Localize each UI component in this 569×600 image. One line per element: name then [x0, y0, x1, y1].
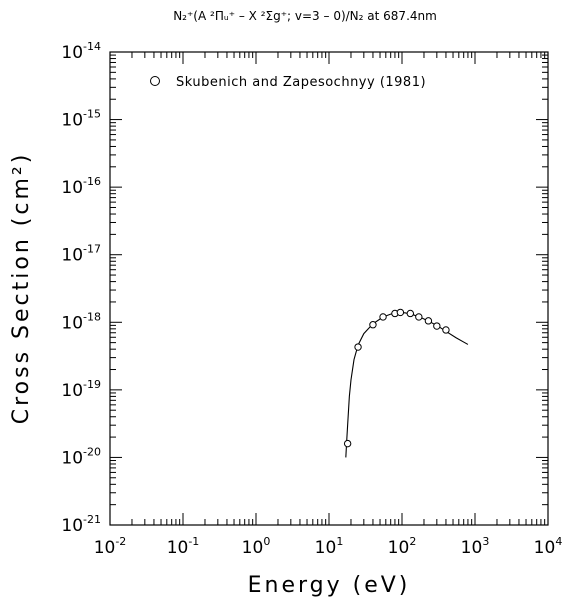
y-tick-label: 10-16 — [61, 175, 101, 198]
x-axis-tick-labels: 10-2 10-1 100 101 102 103 104 — [94, 535, 563, 558]
x-tick-label: 103 — [461, 535, 490, 558]
data-point — [396, 308, 405, 317]
data-point — [424, 317, 433, 325]
x-axis-ticks — [109, 52, 546, 525]
fit-curve — [345, 312, 469, 458]
y-axis-tick-labels: 10-21 10-20 10-19 10-18 10-17 10-16 10-15 10-14 — [61, 40, 101, 536]
data-point — [379, 313, 387, 321]
data-point — [354, 343, 362, 351]
x-tick-label: 100 — [242, 535, 271, 558]
y-tick-label: 10-20 — [61, 445, 101, 468]
y-tick-label: 10-19 — [61, 378, 101, 401]
x-tick-label: 102 — [388, 535, 417, 558]
x-tick-label: 101 — [315, 535, 344, 558]
y-axis-ticks — [110, 54, 548, 526]
y-tick-label: 10-15 — [61, 108, 101, 131]
legend-marker — [150, 76, 160, 86]
y-axis-label: Cross Section (cm²) — [9, 152, 34, 425]
y-tick-label: 10-21 — [61, 513, 101, 536]
y-tick-label: 10-18 — [61, 310, 101, 333]
y-tick-label: 10-17 — [61, 243, 101, 266]
data-point — [433, 322, 441, 330]
x-tick-label: 10-2 — [94, 535, 127, 558]
legend-label: Skubenich and Zapesochnyy (1981) — [176, 75, 426, 90]
data-point — [442, 326, 450, 334]
plot-frame — [109, 51, 549, 526]
data-series — [343, 308, 469, 458]
y-tick-label: 10-14 — [61, 40, 101, 63]
data-point — [343, 439, 352, 448]
x-tick-label: 104 — [534, 535, 563, 558]
data-point — [415, 313, 423, 321]
chart-title: N₂⁺(A ²Πᵤ⁺ – X ²Σg⁺; v=3 – 0)/N₂ at 687.… — [173, 9, 437, 23]
x-tick-label: 10-1 — [167, 535, 200, 558]
legend: Skubenich and Zapesochnyy (1981) — [150, 75, 426, 90]
data-point — [369, 321, 377, 329]
x-axis-label: Energy (eV) — [248, 573, 411, 598]
data-point — [406, 309, 415, 318]
